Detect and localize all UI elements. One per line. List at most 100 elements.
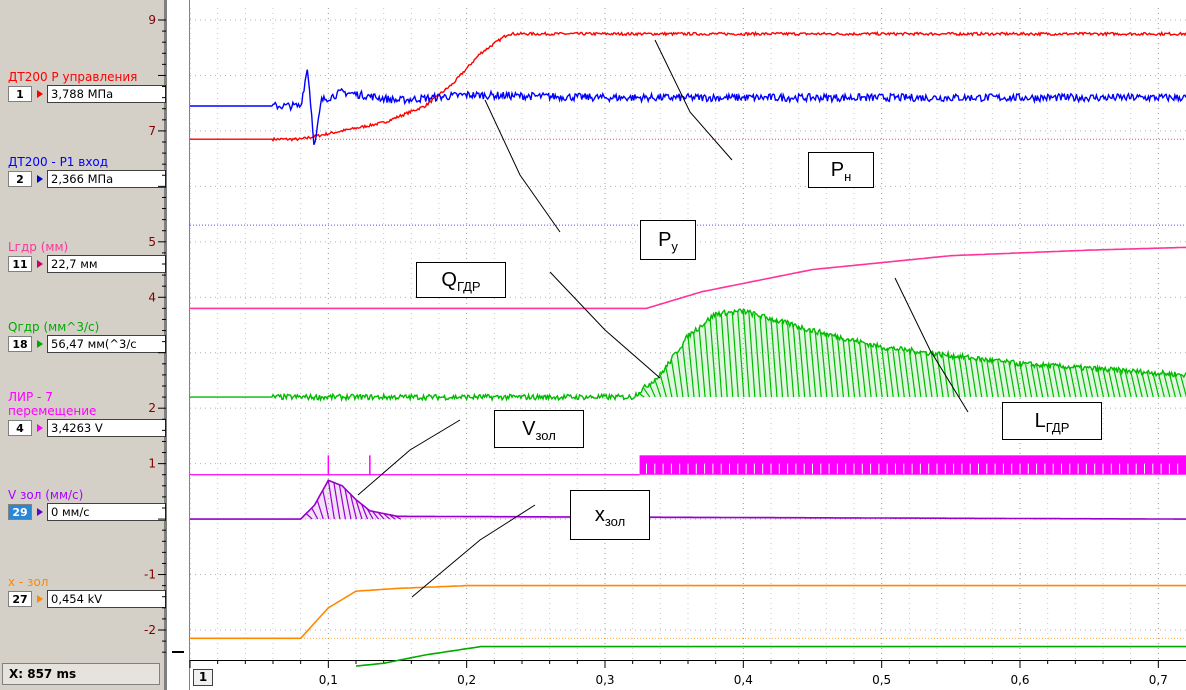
hatch-qgdr [1074, 367, 1082, 398]
play-arrow-icon[interactable] [37, 424, 43, 432]
hatch-qgdr [825, 333, 833, 398]
callout-leader [357, 419, 461, 496]
hatch-qgdr [980, 359, 988, 398]
hatch-qgdr [742, 311, 750, 398]
hatch-qgdr [753, 314, 761, 398]
y-tick-label: 4 [148, 290, 156, 304]
channel-name: V зол (мм/с) [8, 488, 84, 502]
hatch-qgdr [798, 326, 806, 398]
hatch-qgdr [853, 340, 861, 398]
series-fill-qgdr [190, 309, 1186, 400]
channel-number-button[interactable]: 2 [8, 171, 32, 187]
channel-11[interactable]: Lгдр (мм) 11 22,7 мм [8, 240, 166, 273]
callout-leader [411, 504, 536, 598]
callout-xzol: x зол [570, 490, 650, 540]
hatch-qgdr [770, 318, 778, 398]
page-number-button[interactable]: 1 [193, 669, 213, 686]
hatch-qgdr [715, 313, 723, 398]
hatch-qgdr [1163, 373, 1171, 398]
channel-number-button[interactable]: 1 [8, 86, 32, 102]
y-axis-strip [166, 0, 190, 690]
callout-leader [484, 99, 561, 233]
y-tick-label: -1 [144, 568, 156, 582]
series-line-xzol [190, 584, 1186, 640]
channel-1[interactable]: ДТ200 Р управления 1 3,788 МПа [8, 70, 166, 103]
hatch-qgdr [1135, 371, 1143, 398]
hatch-qgdr [681, 343, 690, 398]
channel-name: Qгдр (мм^3/с) [8, 320, 100, 334]
channel-18[interactable]: Qгдр (мм^3/с) 18 56,47 мм(^3/с [8, 320, 166, 353]
hatch-qgdr [665, 367, 673, 398]
hatch-qgdr [903, 349, 911, 398]
channel-value: 0,454 kV [47, 590, 166, 608]
channel-number-button[interactable]: 27 [8, 591, 32, 607]
channel-name: ЛИР - 7 перемещение [8, 390, 97, 418]
hatch-qgdr [870, 344, 878, 398]
hatch-qgdr [720, 313, 728, 398]
hatch-qgdr [698, 327, 706, 398]
channel-number-button[interactable]: 18 [8, 336, 32, 352]
play-arrow-icon[interactable] [37, 175, 43, 183]
callout-main: x [594, 503, 605, 526]
channel-name: ДТ200 Р управления [8, 70, 138, 84]
hatch-qgdr [737, 311, 745, 398]
hatch-qgdr [930, 353, 939, 398]
hatch-qgdr [858, 341, 867, 398]
hatch-qgdr [670, 359, 678, 398]
x-tick-label: 0,4 [734, 673, 753, 687]
channel-number-button[interactable]: 11 [8, 256, 32, 272]
play-arrow-icon[interactable] [37, 90, 43, 98]
channel-27[interactable]: x - зол 27 0,454 kV [8, 575, 166, 608]
hatch-vzol [377, 512, 385, 520]
channel-value: 22,7 мм [47, 255, 166, 273]
hatch-qgdr [1041, 365, 1049, 398]
x-tick-label: 0,5 [872, 673, 891, 687]
play-arrow-icon[interactable] [37, 340, 43, 348]
x-tick-label: 0,7 [1149, 673, 1168, 687]
hatch-qgdr [792, 325, 800, 398]
hatch-vzol [322, 490, 330, 520]
x-tick-label: 0,2 [457, 673, 476, 687]
series-line-pn [190, 30, 1186, 142]
play-arrow-icon[interactable] [37, 595, 43, 603]
hatch-qgdr [953, 355, 961, 398]
play-arrow-icon[interactable] [37, 260, 43, 268]
hatch-qgdr [1179, 374, 1186, 398]
channel-row: 4 3,4263 V [8, 419, 166, 437]
channel-29[interactable]: V зол (мм/с) 29 0 мм/с [8, 488, 166, 521]
channel-value: 2,366 МПа [47, 170, 166, 188]
hatch-qgdr [842, 337, 850, 398]
channel-row: 29 0 мм/с [8, 503, 166, 521]
channel-number-button[interactable]: 29 [8, 504, 32, 520]
callout-main: Q [441, 268, 457, 291]
x-cursor-readout: X: 857 ms [2, 663, 160, 685]
channel-panel: ДТ200 Р управления 1 3,788 МПа ДТ200 - Р1 в… [0, 0, 166, 690]
hatch-qgdr [659, 374, 667, 398]
hatch-qgdr [1141, 371, 1149, 398]
hatch-qgdr [831, 335, 839, 398]
hatch-qgdr [692, 331, 701, 398]
callout-lgdr: L ГДР [1002, 402, 1102, 440]
hatch-qgdr [1058, 366, 1066, 398]
channel-4[interactable]: ЛИР - 7 перемещение 4 3,4263 V [8, 390, 166, 437]
hatch-qgdr [908, 350, 916, 398]
hatch-qgdr [787, 323, 795, 398]
hatch-qgdr [1107, 369, 1116, 398]
channel-row: 11 22,7 мм [8, 255, 166, 273]
hatch-qgdr [847, 339, 856, 398]
hatch-qgdr [731, 312, 739, 398]
hatch-qgdr [1152, 372, 1160, 398]
hatch-qgdr [991, 360, 999, 398]
channel-2[interactable]: ДТ200 - Р1 вход 2 2,366 МПа [8, 155, 166, 188]
y-tick-label: 5 [148, 235, 156, 249]
channel-number-button[interactable]: 4 [8, 420, 32, 436]
y-tick-label: 2 [148, 401, 156, 415]
hatch-qgdr [1008, 362, 1016, 398]
callout-sub: у [671, 238, 678, 254]
play-arrow-icon[interactable] [37, 508, 43, 516]
hatch-qgdr [881, 347, 889, 398]
series-line-green2 [355, 645, 1186, 667]
hatch-qgdr [803, 328, 811, 398]
hatch-qgdr [781, 321, 789, 398]
